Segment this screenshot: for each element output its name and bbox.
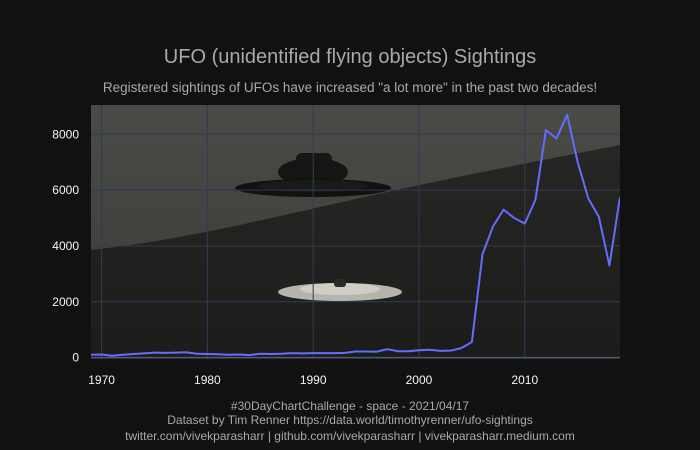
y-tick-label: 6000 [52,183,79,197]
sightings-series-line [91,113,620,357]
grid-lines [91,105,620,359]
y-tick-label: 2000 [52,295,79,309]
footer-line-2: Dataset by Tim Renner https://data.world… [167,413,533,427]
ufo-background-photo [91,105,620,359]
y-tick-label: 0 [72,351,79,365]
x-tick-label: 2010 [511,373,538,387]
x-tick-label: 1970 [88,373,115,387]
chart-title: UFO (unidentified flying objects) Sighti… [164,46,536,68]
footer-line-3: twitter.com/vivekparasharr | github.com/… [125,429,575,443]
y-tick-label: 4000 [52,239,79,253]
x-tick-label: 1990 [300,373,327,387]
y-axis-ticks: 0 2000 4000 6000 8000 [52,127,79,364]
x-tick-label: 2000 [406,373,433,387]
chart-subtitle: Registered sightings of UFOs have increa… [103,80,597,95]
footer-line-1: #30DayChartChallenge - space - 2021/04/1… [231,399,469,413]
x-tick-label: 1980 [194,373,221,387]
x-axis-ticks: 1970 1980 1990 2000 2010 [88,373,538,387]
y-tick-label: 8000 [52,127,79,141]
